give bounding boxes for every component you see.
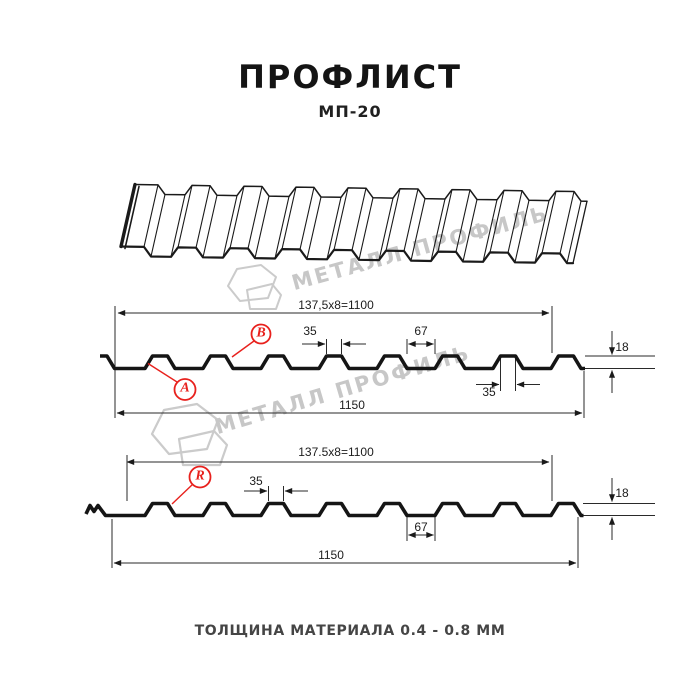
- cross-section-bottom: [84, 455, 655, 568]
- callout-r-circle: [188, 465, 212, 489]
- material-thickness-note: ТОЛЩИНА МАТЕРИАЛА 0.4 - 0.8 ММ: [194, 623, 506, 639]
- dim-pitch-formula-top: 137,5x8=1100: [298, 298, 374, 312]
- dim-rib-top-width-top: 35: [303, 324, 317, 338]
- dim-total-width-top: 1150: [339, 398, 365, 412]
- dim-total-width-bottom: 1150: [318, 548, 344, 562]
- profile-outline-bottom: [84, 501, 584, 518]
- brand-logo-watermark: [227, 264, 282, 310]
- callout-b-circle: [250, 323, 272, 345]
- dim-valley-width-bottom: 67: [414, 520, 428, 534]
- dim-valley-width-top: 67: [414, 324, 428, 338]
- cross-section-top: [100, 306, 655, 418]
- sheet-3d-view: [119, 182, 588, 265]
- dim-pitch-formula-bottom: 137.5x8=1100: [298, 445, 374, 459]
- profile-outline-top: [100, 354, 585, 371]
- dim-rib-top-width-bottom: 35: [249, 474, 263, 488]
- callout-a-circle: [173, 378, 197, 401]
- callout-r-label: R: [195, 468, 205, 484]
- dim-height-bottom: 18: [615, 486, 629, 500]
- dim-height-top: 18: [615, 340, 629, 354]
- dim-rib-bottom-width-top: 35: [482, 385, 496, 399]
- callout-b-label: B: [256, 325, 266, 341]
- profile-model-name: МП-20: [318, 102, 382, 121]
- page-title: ПРОФЛИСТ: [238, 58, 462, 96]
- callout-a-label: A: [180, 380, 190, 396]
